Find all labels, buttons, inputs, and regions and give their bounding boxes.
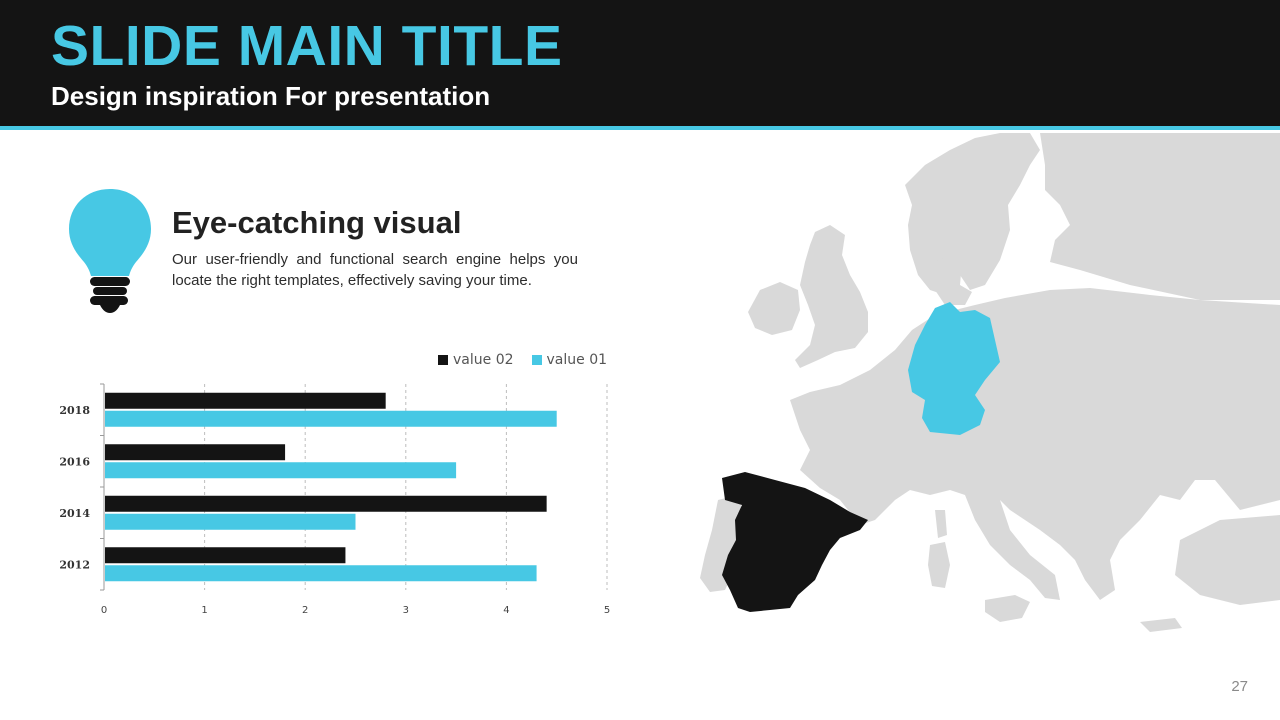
map-great-britain	[795, 225, 868, 368]
page-number: 27	[1231, 678, 1248, 695]
category-label: 2018	[59, 404, 90, 417]
x-tick-label: 5	[604, 605, 610, 616]
europe-map	[700, 133, 1280, 632]
x-tick-label: 2	[302, 605, 308, 616]
map-turkey	[1175, 515, 1280, 605]
lightbulb-icon	[69, 189, 151, 313]
chart-legend: value 02 value 01	[438, 350, 607, 370]
bar-chart: 0 1 2 3 4 5 2018 2016 2014 2012	[59, 383, 610, 616]
map-spain	[722, 472, 868, 612]
map-denmark	[935, 255, 972, 305]
bar-2012-value-01	[105, 565, 537, 582]
map-corsica	[935, 510, 947, 538]
x-tick-label: 3	[403, 605, 409, 616]
legend-item-value-01: value 01	[531, 352, 608, 368]
bar-2014-value-02	[105, 495, 547, 512]
bar-2018-value-01	[105, 410, 557, 427]
bar-2012-value-02	[105, 547, 346, 564]
bar-2018-value-02	[105, 392, 386, 409]
map-sardinia	[928, 542, 950, 588]
card-heading: Eye-catching visual	[172, 205, 462, 240]
bar-2016-value-02	[105, 444, 286, 461]
x-tick-label: 4	[503, 605, 509, 616]
slide-title: SLIDE MAIN TITLE	[51, 14, 563, 78]
map-scandinavia	[905, 133, 1040, 295]
map-ireland	[748, 282, 800, 335]
map-finland	[1040, 133, 1280, 300]
legend-label-value-02: value 02	[453, 352, 514, 368]
legend-swatch-value-01	[531, 355, 542, 365]
map-crete	[1140, 618, 1182, 632]
slide-subtitle: Design inspiration For presentation	[51, 81, 491, 111]
legend-item-value-02: value 02	[438, 352, 514, 368]
category-label: 2016	[59, 455, 90, 468]
x-tick-label: 1	[201, 605, 207, 616]
legend-swatch-value-02	[438, 355, 448, 365]
header-bar: SLIDE MAIN TITLE Design inspiration For …	[0, 0, 1280, 130]
legend-label-value-01: value 01	[546, 352, 608, 368]
bar-2014-value-01	[105, 513, 356, 530]
map-sicily	[985, 595, 1030, 622]
category-label: 2014	[59, 507, 90, 520]
map-germany	[908, 302, 1000, 435]
category-label: 2012	[59, 558, 90, 571]
map-portugal	[700, 495, 745, 592]
x-tick-label: 0	[101, 605, 107, 616]
bar-2016-value-01	[105, 462, 457, 479]
card-description: Our user-friendly and functional search …	[172, 251, 578, 289]
